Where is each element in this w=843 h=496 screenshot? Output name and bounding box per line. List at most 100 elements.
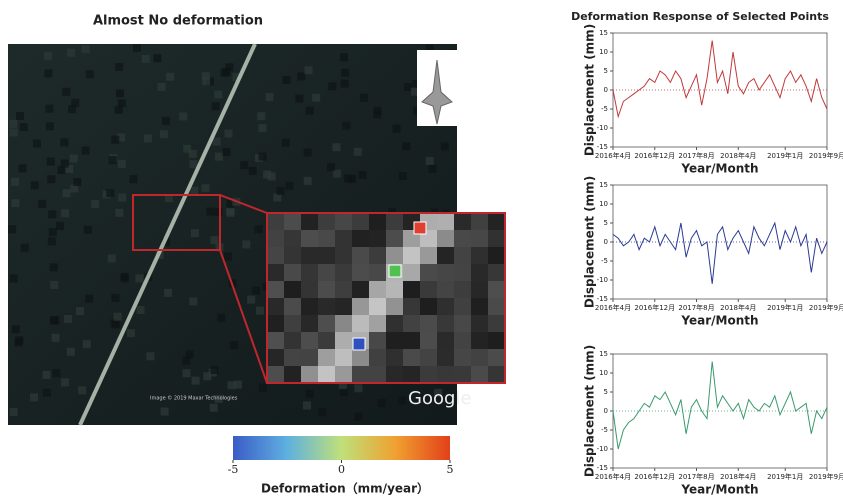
y-tick-label: 5 bbox=[604, 67, 608, 75]
y-tick-label: 15 bbox=[599, 29, 608, 37]
texture-cell bbox=[240, 161, 248, 169]
texture-cell bbox=[259, 384, 267, 392]
x-tick-label: 2016年4月 bbox=[595, 151, 631, 160]
x-axis-label: Year/Month bbox=[680, 314, 758, 328]
map-brand: Google bbox=[408, 388, 471, 409]
inset-cell bbox=[488, 264, 505, 281]
inset-cell bbox=[471, 230, 488, 247]
inset-cell bbox=[471, 315, 488, 332]
texture-cell bbox=[15, 338, 23, 346]
texture-cell bbox=[259, 124, 267, 132]
inset-cell bbox=[267, 298, 284, 315]
y-tick-label: -10 bbox=[597, 445, 608, 453]
texture-cell bbox=[217, 314, 225, 322]
texture-cell bbox=[186, 350, 194, 358]
inset-cell bbox=[267, 315, 284, 332]
inset-cell bbox=[267, 230, 284, 247]
texture-cell bbox=[319, 408, 327, 416]
inset-cell bbox=[284, 230, 301, 247]
texture-cell bbox=[48, 210, 56, 218]
colorbar-tick-label: 5 bbox=[447, 463, 454, 476]
inset-cell bbox=[284, 213, 301, 230]
texture-cell bbox=[60, 138, 68, 146]
inset-cell bbox=[335, 332, 352, 349]
y-tick-label: -5 bbox=[601, 105, 608, 113]
y-tick-label: 0 bbox=[604, 407, 608, 415]
texture-cell bbox=[354, 384, 362, 392]
texture-cell bbox=[203, 372, 211, 380]
inset-cell bbox=[301, 247, 318, 264]
inset-cell bbox=[352, 366, 369, 383]
inset-cell bbox=[267, 349, 284, 366]
texture-cell bbox=[214, 91, 222, 99]
texture-cell bbox=[46, 122, 54, 130]
inset-cell bbox=[403, 332, 420, 349]
inset-cell bbox=[471, 213, 488, 230]
texture-cell bbox=[31, 181, 39, 189]
inset-cell bbox=[403, 315, 420, 332]
inset-cell bbox=[335, 247, 352, 264]
inset-cell bbox=[318, 366, 335, 383]
texture-cell bbox=[91, 200, 99, 208]
x-tick-label: 2016年12月 bbox=[634, 472, 675, 481]
texture-cell bbox=[214, 208, 222, 216]
zoom-inset bbox=[267, 213, 505, 383]
texture-cell bbox=[191, 229, 199, 237]
y-tick-label: -10 bbox=[597, 276, 608, 284]
inset-cell bbox=[420, 349, 437, 366]
inset-cell bbox=[318, 332, 335, 349]
y-tick-label: -5 bbox=[601, 257, 608, 265]
colorbar-label: Deformation（mm/year） bbox=[261, 481, 429, 496]
map-title: Almost No deformation bbox=[93, 14, 263, 29]
inset-cell bbox=[437, 247, 454, 264]
texture-cell bbox=[43, 389, 51, 397]
inset-cell bbox=[352, 298, 369, 315]
texture-cell bbox=[404, 83, 412, 91]
texture-cell bbox=[305, 66, 313, 74]
texture-cell bbox=[312, 94, 320, 102]
texture-cell bbox=[399, 172, 407, 180]
inset-cell bbox=[437, 349, 454, 366]
texture-cell bbox=[52, 334, 60, 342]
texture-cell bbox=[129, 175, 137, 183]
texture-cell bbox=[220, 69, 228, 77]
texture-cell bbox=[108, 254, 116, 262]
point-marker-red bbox=[414, 222, 426, 234]
inset-cell bbox=[403, 264, 420, 281]
inset-cell bbox=[369, 247, 386, 264]
x-tick-label: 2019年9月 bbox=[809, 303, 843, 312]
texture-cell bbox=[76, 307, 84, 315]
inset-cell bbox=[352, 264, 369, 281]
texture-cell bbox=[378, 399, 386, 407]
inset-cell bbox=[301, 281, 318, 298]
inset-cell bbox=[488, 213, 505, 230]
texture-cell bbox=[38, 200, 46, 208]
texture-cell bbox=[61, 209, 69, 217]
inset-cell bbox=[267, 366, 284, 383]
y-tick-label: 5 bbox=[604, 219, 608, 227]
inset-cell bbox=[386, 213, 403, 230]
inset-cell bbox=[420, 264, 437, 281]
x-tick-label: 2019年1月 bbox=[767, 472, 803, 481]
inset-cell bbox=[267, 281, 284, 298]
texture-cell bbox=[341, 69, 349, 77]
inset-cell bbox=[403, 247, 420, 264]
x-tick-label: 2018年4月 bbox=[720, 151, 756, 160]
y-tick-label: 0 bbox=[604, 86, 608, 94]
texture-cell bbox=[213, 137, 221, 145]
figure: Almost No deformation Deformation Respon… bbox=[0, 0, 843, 496]
y-axis-label: Displacement (mm) bbox=[583, 345, 597, 477]
texture-cell bbox=[227, 209, 235, 217]
inset-cell bbox=[454, 349, 471, 366]
texture-cell bbox=[86, 70, 94, 78]
inset-cell bbox=[386, 315, 403, 332]
panel-title: Deformation Response of Selected Points bbox=[571, 10, 829, 23]
inset-cell bbox=[318, 281, 335, 298]
inset-cell bbox=[335, 264, 352, 281]
texture-cell bbox=[354, 413, 362, 421]
colorbar-tick-label: 0 bbox=[338, 463, 345, 476]
inset-cell bbox=[488, 247, 505, 264]
inset-cell bbox=[437, 213, 454, 230]
inset-cell bbox=[471, 349, 488, 366]
x-tick-label: 2016年12月 bbox=[634, 303, 675, 312]
